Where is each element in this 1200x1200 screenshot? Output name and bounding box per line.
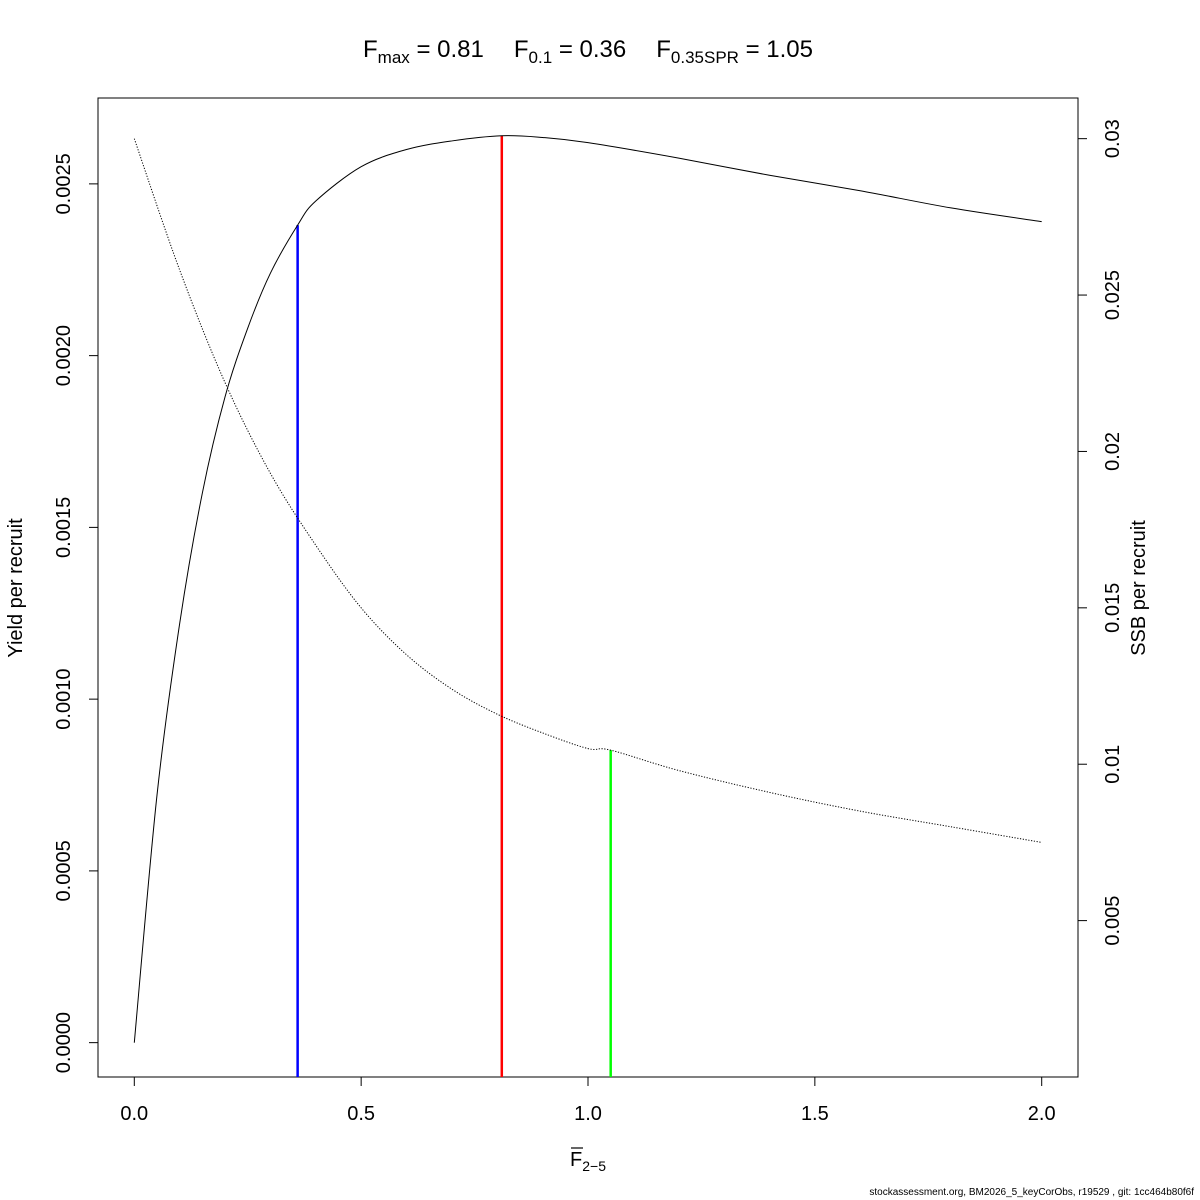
svg-text:F2−5: F2−5 <box>570 1149 606 1174</box>
yield-per-recruit-line <box>133 135 1042 1043</box>
y-right-tick-label: 0.01 <box>1102 745 1124 784</box>
y-axis-left-label: Yield per recruit <box>5 518 27 658</box>
y-left-tick-label: 0.0010 <box>53 669 75 730</box>
y-axis-right: 0.005 0.01 0.015 0.02 0.025 0.03 <box>1078 119 1124 946</box>
fspr-subscript: 0.35SPR <box>671 48 739 67</box>
x-axis: 0.0 0.5 1.0 1.5 2.0 <box>120 1077 1056 1125</box>
x-axis-label-symbol: F <box>570 1149 582 1171</box>
x-axis-label-subscript: 2−5 <box>582 1158 606 1174</box>
y-left-tick-label: 0.0015 <box>53 497 75 558</box>
f01-subscript: 0.1 <box>529 48 553 67</box>
y-axis-left: 0.0000 0.0005 0.0010 0.0015 0.0020 0.0025 <box>53 153 98 1073</box>
y-right-tick-label: 0.005 <box>1102 896 1124 946</box>
chart-title: Fmax = 0.81 F0.1 = 0.36 F0.35SPR = 1.05 <box>363 36 813 67</box>
fspr-value: = 1.05 <box>739 36 813 63</box>
y-left-tick-label: 0.0025 <box>53 153 75 214</box>
y-axis-right-label: SSB per recruit <box>1128 520 1150 656</box>
y-right-tick-label: 0.02 <box>1102 432 1124 471</box>
x-tick-label: 0.5 <box>347 1103 375 1125</box>
x-tick-label: 1.0 <box>574 1103 602 1125</box>
y-left-tick-label: 0.0000 <box>53 1012 75 1073</box>
fspr-symbol: F <box>656 36 671 63</box>
data-lines <box>133 135 1042 1077</box>
y-left-tick-label: 0.0005 <box>53 840 75 901</box>
footer-credit: stockassessment.org, BM2026_5_keyCorObs,… <box>869 1187 1194 1198</box>
y-right-tick-label: 0.03 <box>1102 119 1124 158</box>
y-right-tick-label: 0.015 <box>1102 583 1124 633</box>
y-left-tick-label: 0.0020 <box>53 325 75 386</box>
x-tick-label: 1.5 <box>801 1103 829 1125</box>
fmax-symbol: F <box>363 36 378 63</box>
x-tick-label: 2.0 <box>1028 1103 1056 1125</box>
ssb-per-recruit-line <box>133 138 1042 843</box>
y-right-tick-label: 0.025 <box>1102 270 1124 320</box>
f01-value: = 0.36 <box>552 36 626 63</box>
x-tick-label: 0.0 <box>120 1103 148 1125</box>
x-axis-label: F2−5 <box>570 1147 606 1174</box>
plot-frame <box>97 97 1079 1078</box>
f01-symbol: F <box>514 36 529 63</box>
fmax-subscript: max <box>378 48 411 67</box>
fmax-value: = 0.81 <box>410 36 484 63</box>
